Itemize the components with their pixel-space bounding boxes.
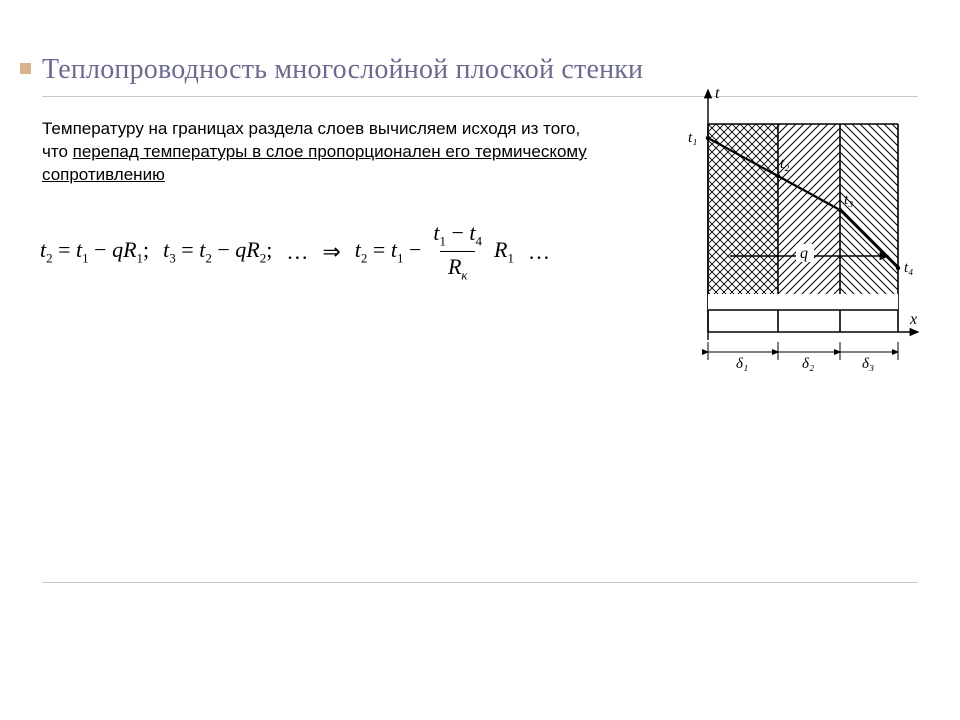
frac-num-b-sub: 4 [476, 233, 483, 248]
eq2: t3 = t2 − qR2; [163, 237, 272, 266]
eq1-rhs-a-sub: 1 [82, 251, 89, 266]
svg-text:t₁: t₁ [688, 130, 697, 146]
eq1-rhs-b: qR [112, 237, 136, 262]
implies: ⇒ [322, 239, 340, 265]
frac-den-r: R [448, 254, 461, 279]
frac-num-minus: − [452, 220, 464, 245]
frac-num: t1 − t4 [429, 220, 486, 251]
body-paragraph: Температуру на границах раздела слоев вы… [42, 118, 602, 187]
eq3-tail: R [494, 237, 507, 262]
eq3: t2 = t1 − t1 − t4 Rк R1 [355, 220, 514, 284]
svg-text:t₃: t₃ [844, 192, 853, 208]
eq3-eq: = [373, 237, 385, 262]
eq3-rhs-a-sub: 1 [397, 251, 404, 266]
diagram: t x t₁ t₂ t₃ t₄ q δ₁ δ₂ δ₃ [660, 84, 928, 376]
svg-text:δ₂: δ₂ [802, 356, 814, 372]
slide: Теплопроводность многослойной плоской ст… [0, 0, 960, 720]
eq2-minus: − [217, 237, 229, 262]
frac-den-sub: к [461, 268, 467, 283]
eq2-eq: = [181, 237, 193, 262]
eq2-rhs-b: qR [235, 237, 259, 262]
svg-text:t₂: t₂ [780, 156, 789, 172]
frac-den: Rк [440, 251, 476, 283]
eq1-lhs-sub: 2 [46, 251, 53, 266]
equations: t2 = t1 − qR1; t3 = t2 − qR2; … ⇒ t2 = t… [40, 220, 550, 284]
svg-text:δ₁: δ₁ [736, 356, 748, 372]
paragraph-underlined: перепад температуры в слое пропорционале… [42, 142, 587, 184]
eq2-rhs-a-sub: 2 [205, 251, 212, 266]
eq1: t2 = t1 − qR1; [40, 237, 149, 266]
trail-dots: … [528, 239, 550, 265]
bottom-rule [42, 582, 918, 583]
fraction: t1 − t4 Rк [429, 220, 486, 284]
axis-x-label: x [909, 311, 917, 328]
eq3-lhs-sub: 2 [361, 251, 368, 266]
eq2-lhs-sub: 3 [169, 251, 176, 266]
eq3-tail-sub: 1 [508, 251, 515, 266]
dots: … [286, 239, 308, 265]
frac-num-a-sub: 1 [440, 233, 447, 248]
eq1-sep: ; [143, 237, 149, 262]
axis-t-label: t [715, 85, 720, 102]
svg-text:δ₃: δ₃ [862, 356, 874, 372]
accent-square [20, 63, 31, 74]
eq3-minus: − [409, 237, 421, 262]
eq2-sep: ; [266, 237, 272, 262]
svg-text:t₄: t₄ [904, 260, 913, 276]
eq1-minus: − [94, 237, 106, 262]
eq1-eq: = [58, 237, 70, 262]
svg-text:q: q [800, 245, 808, 262]
